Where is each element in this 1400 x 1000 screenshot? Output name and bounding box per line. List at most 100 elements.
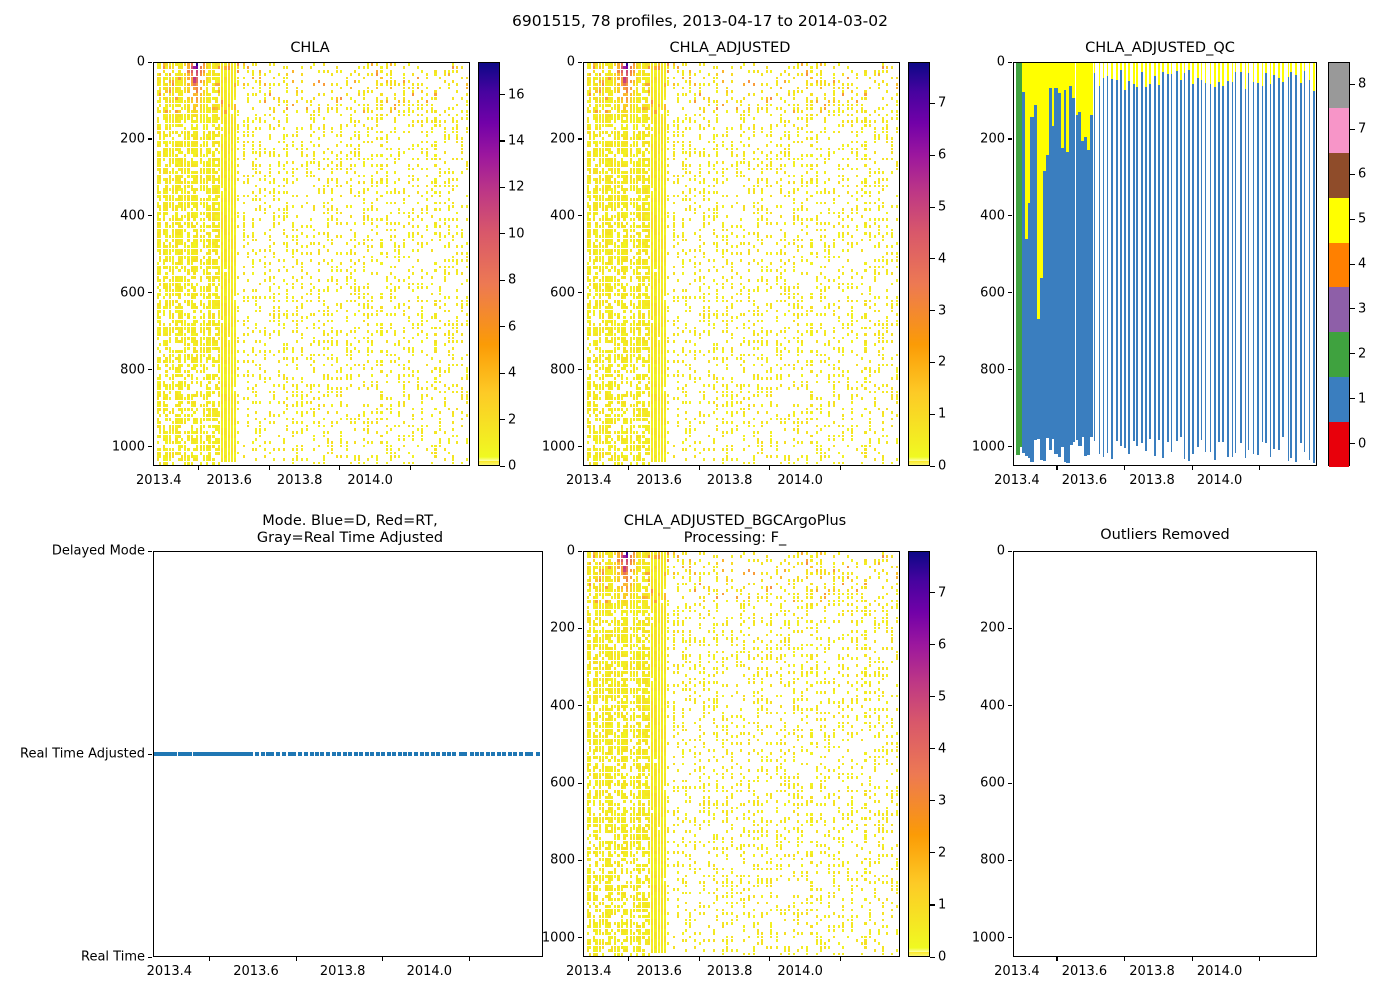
data-point bbox=[243, 360, 245, 363]
data-point bbox=[172, 455, 175, 458]
data-point bbox=[403, 303, 405, 306]
data-point bbox=[371, 272, 373, 275]
data-point bbox=[367, 421, 369, 424]
data-point bbox=[340, 97, 342, 100]
data-point bbox=[444, 323, 446, 326]
data-point bbox=[452, 323, 454, 326]
data-point bbox=[159, 455, 162, 458]
data-point bbox=[346, 171, 348, 174]
data-point bbox=[234, 293, 236, 297]
data-point bbox=[269, 313, 271, 316]
data-point bbox=[363, 164, 365, 167]
data-point bbox=[461, 333, 463, 336]
data-point bbox=[259, 77, 261, 80]
colorbar-tick-label: 8 bbox=[508, 273, 516, 288]
data-point bbox=[327, 310, 329, 313]
data-point bbox=[323, 70, 325, 73]
data-point bbox=[269, 114, 271, 117]
data-point bbox=[350, 418, 352, 421]
data-point bbox=[448, 181, 450, 184]
data-point bbox=[587, 441, 590, 444]
data-point bbox=[390, 458, 392, 461]
data-point bbox=[466, 320, 468, 323]
data-point bbox=[461, 97, 463, 100]
data-point bbox=[589, 198, 592, 201]
data-point bbox=[327, 222, 329, 225]
data-point bbox=[376, 411, 378, 414]
data-point bbox=[367, 313, 369, 316]
data-point bbox=[264, 381, 266, 384]
data-point bbox=[296, 458, 298, 461]
data-point bbox=[327, 235, 329, 238]
data-point bbox=[394, 97, 396, 100]
data-point bbox=[286, 381, 288, 384]
data-point bbox=[301, 141, 303, 144]
data-point bbox=[296, 300, 298, 303]
data-point bbox=[444, 110, 446, 113]
data-point bbox=[421, 212, 423, 215]
data-point bbox=[278, 374, 280, 377]
data-point bbox=[336, 411, 338, 414]
data-point bbox=[412, 327, 414, 330]
data-point bbox=[178, 134, 181, 137]
data-point bbox=[403, 87, 405, 90]
data-point bbox=[376, 73, 378, 76]
data-point bbox=[363, 158, 365, 161]
data-point bbox=[323, 303, 325, 306]
data-point bbox=[306, 394, 308, 397]
data-point bbox=[421, 435, 423, 438]
data-point bbox=[286, 171, 288, 174]
data-point bbox=[255, 327, 257, 330]
data-point bbox=[461, 141, 463, 144]
data-point bbox=[394, 188, 396, 191]
data-point bbox=[346, 269, 348, 272]
data-point bbox=[247, 421, 249, 424]
data-point bbox=[466, 114, 468, 117]
data-point bbox=[363, 212, 365, 215]
data-point bbox=[439, 374, 441, 377]
data-point bbox=[187, 90, 190, 93]
data-point bbox=[358, 418, 360, 421]
data-point bbox=[286, 242, 288, 245]
data-point bbox=[264, 256, 266, 259]
data-point bbox=[247, 127, 249, 130]
data-point bbox=[264, 272, 266, 275]
data-point bbox=[386, 330, 388, 333]
data-point bbox=[259, 445, 261, 448]
data-point bbox=[431, 127, 433, 130]
data-point bbox=[350, 354, 352, 357]
data-point bbox=[259, 100, 261, 103]
data-point bbox=[417, 104, 419, 107]
data-point bbox=[434, 350, 436, 353]
data-point bbox=[456, 70, 458, 73]
data-point bbox=[310, 141, 312, 144]
data-point bbox=[187, 330, 190, 333]
data-point bbox=[301, 266, 303, 269]
data-point bbox=[398, 151, 400, 154]
data-point bbox=[363, 445, 365, 448]
data-point bbox=[386, 445, 388, 448]
data-point bbox=[336, 218, 338, 221]
data-point bbox=[448, 114, 450, 117]
data-point bbox=[461, 462, 463, 465]
data-point bbox=[237, 66, 239, 69]
data-point bbox=[371, 381, 373, 384]
data-point bbox=[448, 296, 450, 299]
data-point bbox=[466, 252, 468, 255]
data-point bbox=[259, 205, 261, 208]
data-point bbox=[408, 114, 410, 117]
data-point bbox=[283, 441, 285, 444]
data-point bbox=[331, 452, 333, 455]
data-point bbox=[358, 93, 360, 96]
data-point bbox=[439, 114, 441, 117]
data-point bbox=[448, 245, 450, 248]
data-point bbox=[439, 289, 441, 292]
data-point bbox=[269, 181, 271, 184]
data-point bbox=[301, 286, 303, 289]
data-point bbox=[255, 151, 257, 154]
data-point bbox=[187, 357, 190, 360]
data-point bbox=[269, 296, 271, 299]
data-point bbox=[398, 245, 400, 248]
data-point bbox=[403, 337, 405, 340]
data-point bbox=[466, 438, 468, 441]
